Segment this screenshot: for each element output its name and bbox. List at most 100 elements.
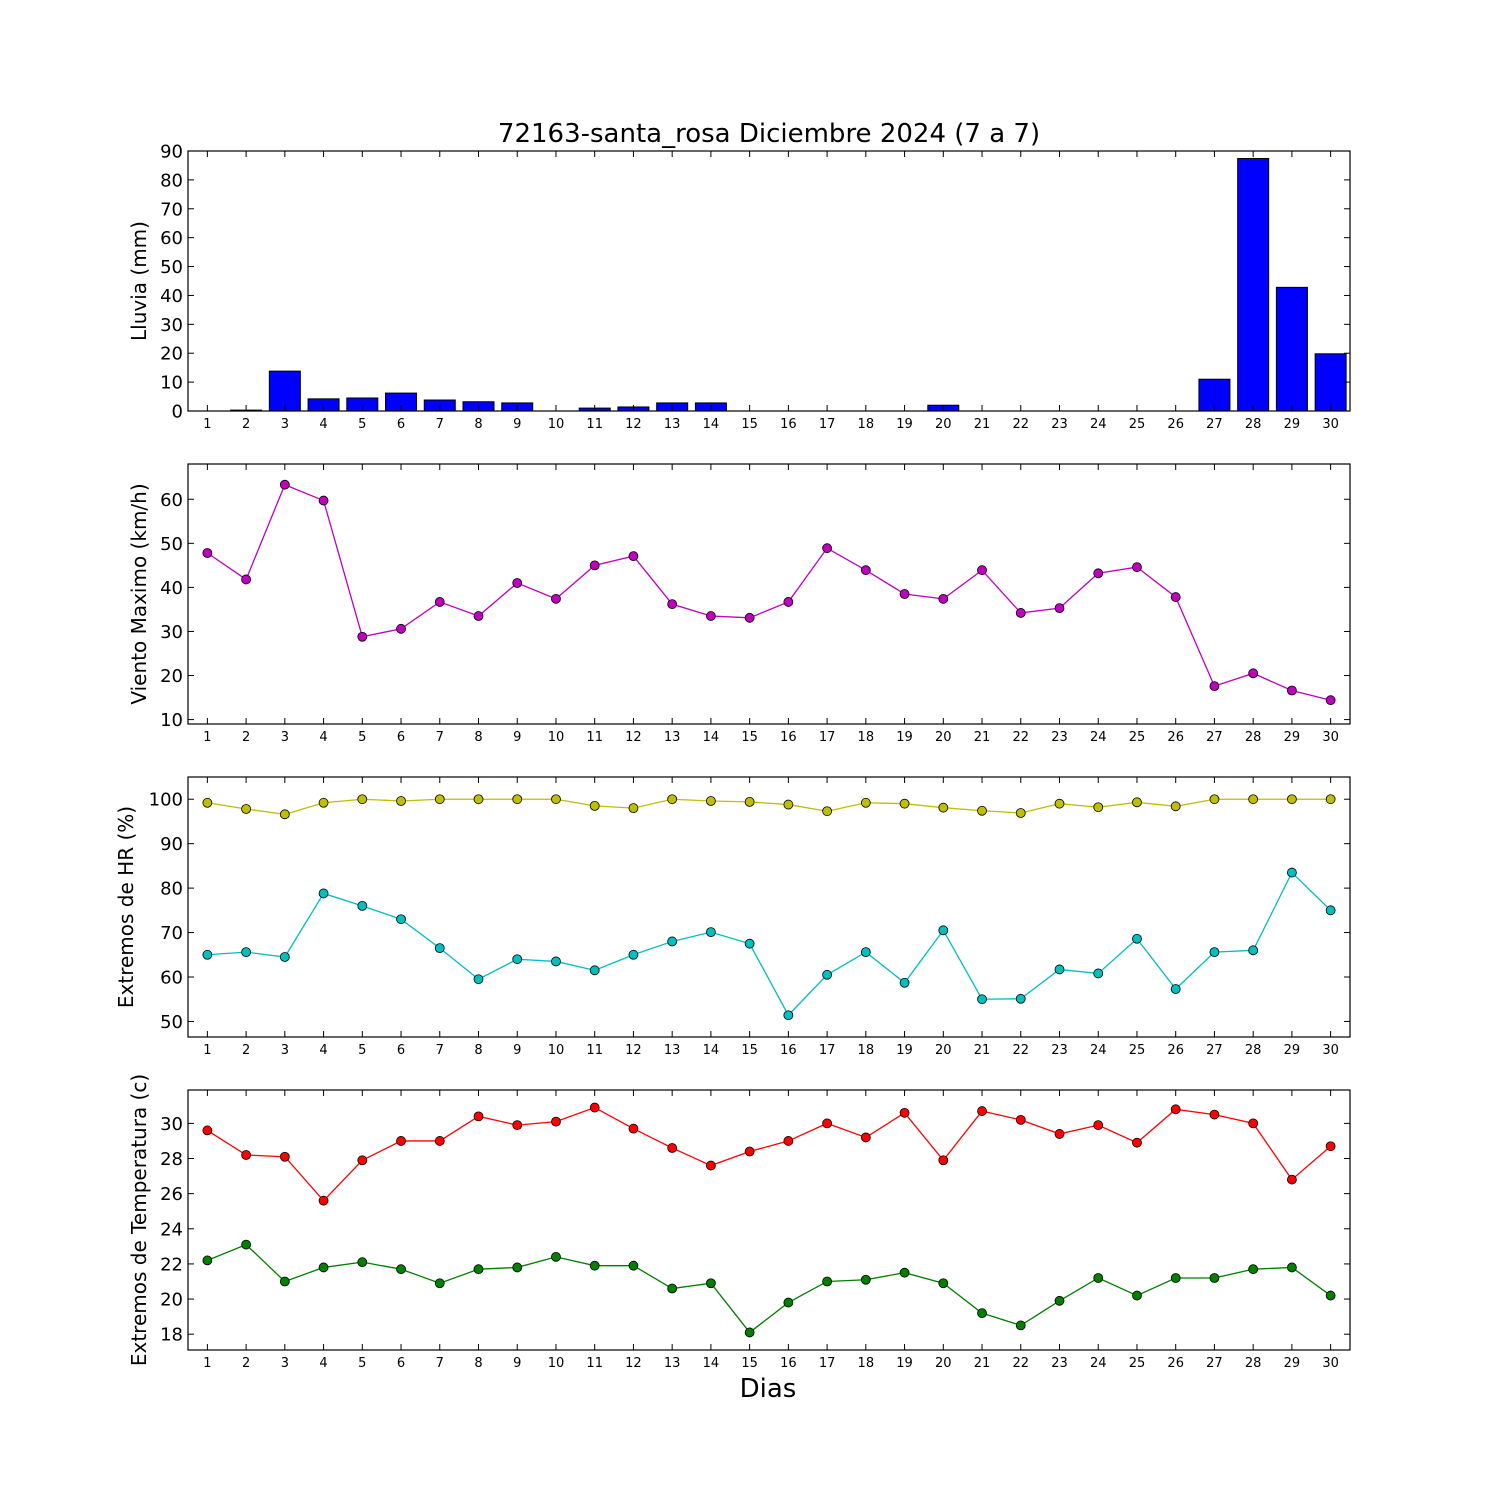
series-1-point-day-12 [628,551,639,562]
series-2-point-day-4 [318,1262,329,1273]
series-2-point-day-14 [706,927,716,938]
series-2-point-day-6 [396,914,406,925]
series-2-point-day-28 [1248,945,1259,956]
series-2-point-day-14 [706,1278,716,1289]
xtick-label: 24 [1090,730,1107,745]
xtick-label: 7 [436,1356,444,1371]
ytick-label: 20 [160,344,183,365]
series-2-point-day-29 [1287,867,1297,878]
y-axis-label: Extremos de HR (%) [114,806,138,1008]
ytick-label: 20 [160,666,183,687]
xtick-label: 9 [513,1043,521,1058]
xtick-label: 1 [203,1043,211,1058]
y-axis-label: Viento Maximo (km/h) [127,483,151,704]
xtick-label: 21 [974,417,991,432]
series-1-point-day-21 [977,1106,987,1116]
series-1-point-day-2 [241,804,252,814]
xtick-label: 26 [1167,417,1184,432]
ytick-label: 18 [160,1325,183,1346]
series-2-point-day-19 [899,1267,910,1278]
plot-frame [187,150,1351,412]
xtick-label: 2 [242,1043,250,1058]
series-2-point-day-4 [318,888,329,899]
xtick-label: 2 [242,417,250,432]
series-2-point-day-8 [473,974,484,985]
xtick-label: 18 [858,417,875,432]
xtick-label: 9 [513,417,521,432]
series-1-point-day-18 [860,797,871,808]
series-1-point-day-30 [1325,695,1336,706]
series-1-point-day-10 [551,1116,561,1127]
series-1-point-day-9 [512,794,523,805]
series-2-point-day-15 [744,1327,755,1338]
series-1-line [207,1106,1332,1202]
series-2-point-day-5 [357,900,368,911]
ytick-label: 0 [172,402,183,423]
series-1-point-day-13 [667,1143,678,1153]
bar-day-3 [268,370,301,412]
series-2-point-day-22 [1015,993,1026,1004]
series-1-point-day-6 [396,1136,406,1146]
series-1-point-day-7 [434,1136,445,1146]
xtick-label: 6 [397,417,405,432]
series-1-point-day-27 [1209,1109,1220,1120]
xtick-label: 5 [358,417,366,432]
xtick-label: 26 [1167,1356,1184,1371]
ytick-label: 28 [160,1149,183,1170]
xtick-label: 11 [586,1356,603,1371]
ytick-label: 20 [160,1290,183,1311]
xtick-label: 23 [1051,417,1068,432]
xtick-label: 30 [1322,417,1339,432]
xtick-label: 11 [586,730,603,745]
series-2-point-day-11 [589,965,600,976]
series-2-point-day-23 [1054,1295,1065,1306]
series-2-point-day-27 [1209,1273,1220,1283]
ytick-label: 60 [160,228,183,249]
xtick-label: 3 [281,417,289,432]
series-1-point-day-5 [357,794,368,805]
series-2-point-day-25 [1132,1290,1142,1301]
xtick-label: 28 [1245,417,1262,432]
xtick-label: 10 [548,1356,565,1371]
series-1-point-day-20 [938,802,949,813]
series-1-point-day-8 [473,794,484,805]
series-2-point-day-8 [473,1264,484,1275]
series-1-point-day-21 [977,565,987,576]
xtick-label: 27 [1206,417,1223,432]
series-1-point-day-11 [589,560,600,571]
xtick-label: 7 [436,417,444,432]
xtick-label: 13 [664,417,681,432]
xtick-label: 14 [703,1356,720,1371]
series-1-line [207,483,1331,701]
ytick-label: 50 [160,1012,183,1033]
chart-title: 72163-santa_rosa Diciembre 2024 (7 a 7) [498,119,1040,149]
ytick-label: 90 [160,142,183,163]
series-1-point-day-18 [860,565,871,576]
xtick-label: 16 [780,1356,797,1371]
ytick-label: 60 [160,968,183,989]
bar-day-28 [1237,158,1270,412]
series-1-point-day-26 [1170,801,1181,812]
xtick-label: 24 [1090,417,1107,432]
series-2-point-day-7 [434,943,445,954]
series-1-point-day-12 [628,1123,639,1134]
series-1-point-day-17 [822,1118,832,1129]
xtick-label: 30 [1322,730,1339,745]
series-1-point-day-24 [1093,1120,1104,1131]
series-1-point-day-5 [357,1155,368,1166]
series-1-point-day-10 [551,593,561,604]
xtick-label: 6 [397,1356,405,1371]
series-1-point-day-7 [434,794,445,805]
xtick-label: 12 [625,1043,642,1058]
series-2-point-day-28 [1248,1264,1259,1275]
xtick-label: 22 [1012,1043,1029,1058]
xtick-label: 16 [780,417,797,432]
series-2-point-day-27 [1209,947,1220,958]
series-2-point-day-15 [744,938,755,949]
series-2-point-day-19 [899,977,910,988]
series-1-point-day-2 [241,574,252,585]
xtick-label: 26 [1167,730,1184,745]
